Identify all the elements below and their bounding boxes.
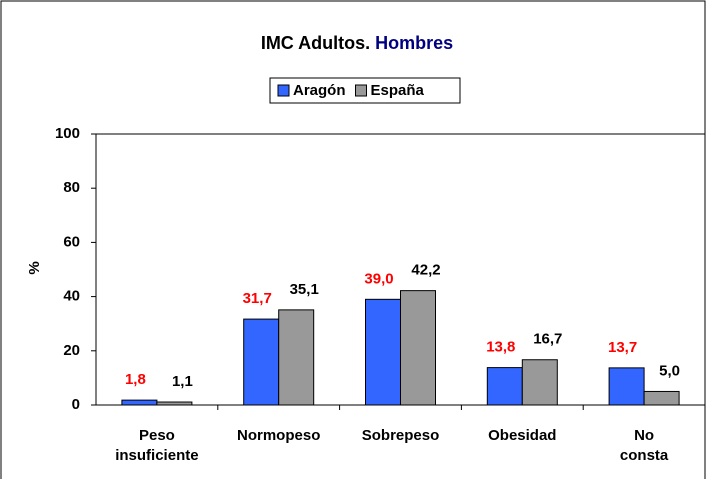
y-tick-label: 0 xyxy=(72,396,80,413)
x-tick-label: consta xyxy=(620,447,669,464)
y-tick-label: 20 xyxy=(63,342,80,359)
legend-label: Aragón xyxy=(293,82,346,99)
x-tick-label: Normopeso xyxy=(237,427,320,444)
data-label: 39,0 xyxy=(364,270,393,287)
data-label: 35,1 xyxy=(290,281,319,298)
title-highlight: Hombres xyxy=(375,33,453,53)
legend-label: España xyxy=(371,82,425,99)
data-label: 1,1 xyxy=(172,373,193,390)
bar xyxy=(243,318,280,406)
y-tick-label: 60 xyxy=(63,233,80,250)
x-tick-label: Peso xyxy=(139,427,175,444)
x-tick-label: Sobrepeso xyxy=(362,427,440,444)
legend: Aragón España xyxy=(269,77,461,104)
data-label: 5,0 xyxy=(659,362,680,379)
bar xyxy=(365,298,401,406)
bar xyxy=(278,309,315,406)
legend-swatch xyxy=(277,84,290,97)
title-main: IMC Adultos. xyxy=(261,33,370,53)
y-tick-label: 40 xyxy=(63,288,80,305)
bar xyxy=(643,390,680,406)
bar xyxy=(486,367,523,406)
y-axis-label: % xyxy=(26,261,43,274)
x-tick-label: insuficiente xyxy=(115,447,198,464)
bar xyxy=(156,401,193,406)
bar xyxy=(400,290,436,406)
y-tick-label: 100 xyxy=(55,125,80,142)
data-label: 31,7 xyxy=(243,290,272,307)
data-label: 13,8 xyxy=(486,339,515,356)
x-tick-label: Obesidad xyxy=(488,427,556,444)
bar xyxy=(521,359,558,406)
data-label: 16,7 xyxy=(533,331,562,348)
bar xyxy=(608,367,645,406)
data-label: 1,8 xyxy=(125,371,146,388)
data-label: 42,2 xyxy=(411,262,440,279)
y-tick-label: 80 xyxy=(63,179,80,196)
legend-swatch xyxy=(355,84,367,97)
x-tick-label: No xyxy=(634,427,654,444)
bar xyxy=(121,399,158,406)
data-label: 13,7 xyxy=(608,339,637,356)
chart-title: IMC Adultos. Hombres xyxy=(261,33,453,53)
